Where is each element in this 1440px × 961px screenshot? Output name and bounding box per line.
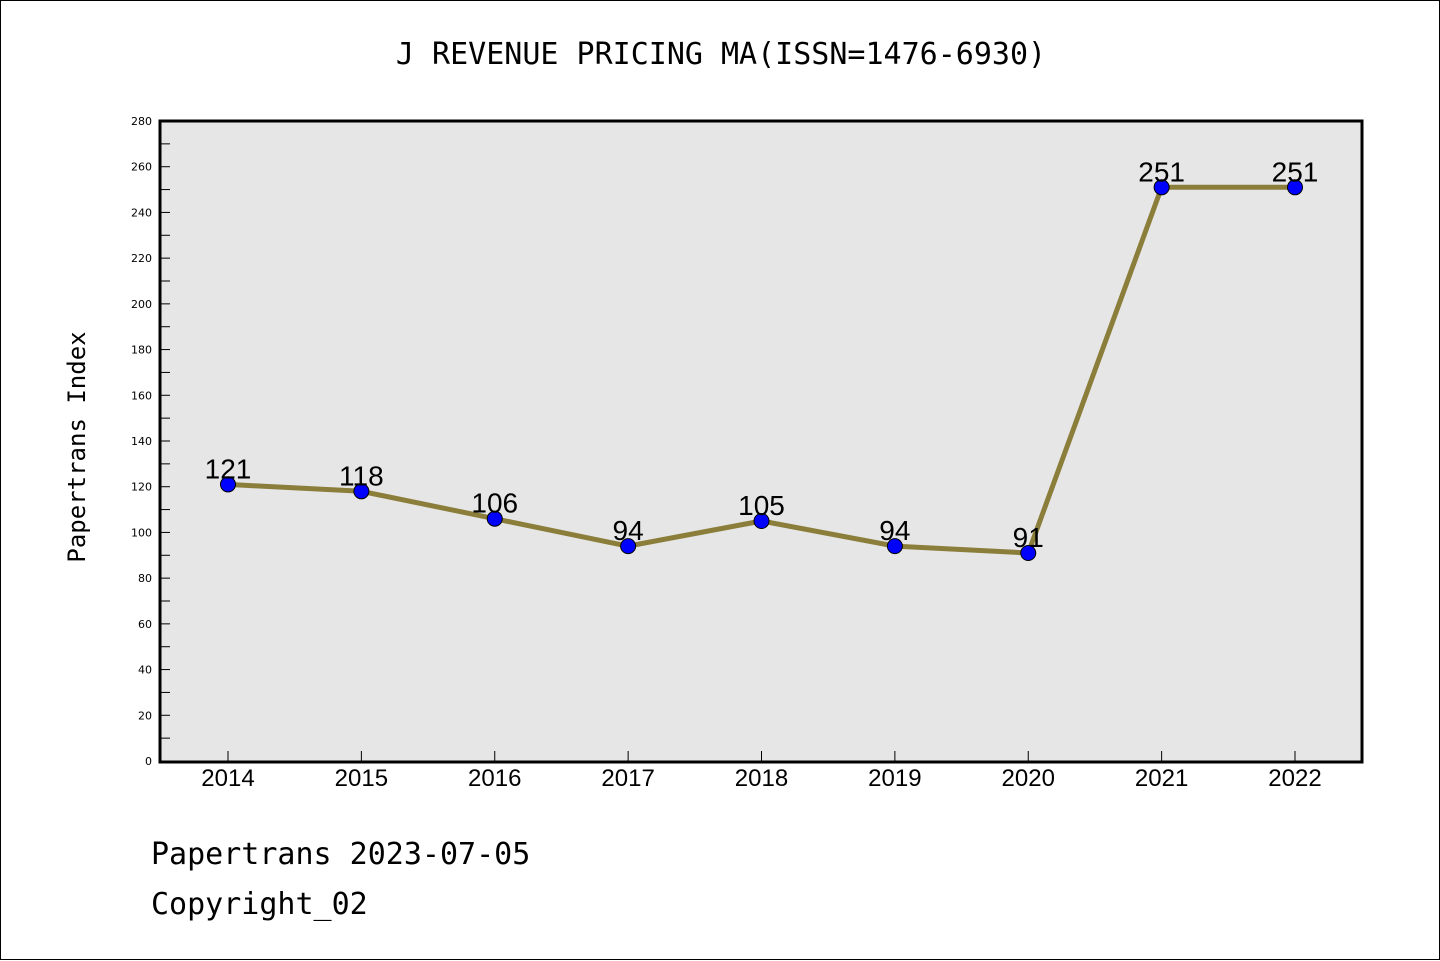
y-tick-label: 80: [138, 572, 152, 585]
y-tick-label: 160: [131, 389, 152, 402]
data-point: [620, 538, 637, 555]
data-point: [1287, 179, 1303, 196]
y-tick-label: 20: [138, 709, 152, 722]
data-label: 105: [738, 490, 785, 521]
y-tick-label: 140: [131, 435, 152, 448]
y-axis-label: Papertrans Index: [63, 331, 91, 562]
data-point: [1153, 179, 1170, 196]
x-tick-label: 2020: [1002, 765, 1055, 792]
data-point: [1020, 545, 1037, 561]
x-axis: 2014 2015 2016 2017 2018 2019 2020 2021 2022: [201, 751, 1322, 792]
plot-area: [158, 119, 1364, 764]
data-label: 121: [205, 453, 252, 484]
data-label: 251: [1138, 156, 1185, 187]
x-tick-label: 2015: [335, 765, 388, 792]
y-tick-label: 180: [131, 344, 152, 357]
data-label: 94: [613, 515, 644, 546]
data-label: 251: [1272, 156, 1319, 187]
chart-title: J REVENUE PRICING MA(ISSN=1476-6930): [395, 37, 1047, 72]
y-tick-label: 100: [131, 526, 152, 539]
y-tick-label: 280: [131, 115, 152, 128]
data-point: [886, 538, 903, 555]
y-tick-label: 60: [138, 618, 152, 631]
data-point: [486, 510, 503, 527]
y-tick-label: 240: [131, 206, 152, 219]
y-tick-label: 40: [138, 664, 152, 677]
data-label: 118: [339, 460, 384, 491]
data-point: [220, 476, 236, 493]
y-tick-label: 120: [131, 481, 152, 494]
x-tick-label: 2017: [601, 765, 654, 792]
footer-copyright: Copyright_02: [151, 887, 368, 922]
data-label: 91: [1013, 522, 1044, 553]
data-point: [353, 483, 370, 500]
footer-date: Papertrans 2023-07-05: [151, 837, 531, 872]
x-tick-label: 2018: [735, 765, 788, 792]
data-label: 106: [471, 488, 518, 519]
y-tick-label: 220: [131, 252, 152, 265]
series-group: 121 118 106 94 105 94 91 251 251: [205, 156, 1319, 561]
data-label: 94: [879, 515, 910, 546]
y-tick-label: 260: [131, 161, 152, 174]
x-tick-label: 2016: [468, 765, 521, 792]
y-axis: 0 20 40 60 80 100 120 140 160 180 200 220 240 260 280: [131, 115, 170, 768]
data-point: [753, 513, 770, 529]
y-tick-label: 200: [131, 298, 152, 311]
x-tick-label: 2022: [1268, 765, 1321, 792]
y-tick-label: 0: [145, 755, 152, 768]
x-tick-label: 2021: [1135, 765, 1188, 792]
x-tick-label: 2019: [868, 765, 921, 792]
x-tick-label: 2014: [201, 765, 254, 792]
